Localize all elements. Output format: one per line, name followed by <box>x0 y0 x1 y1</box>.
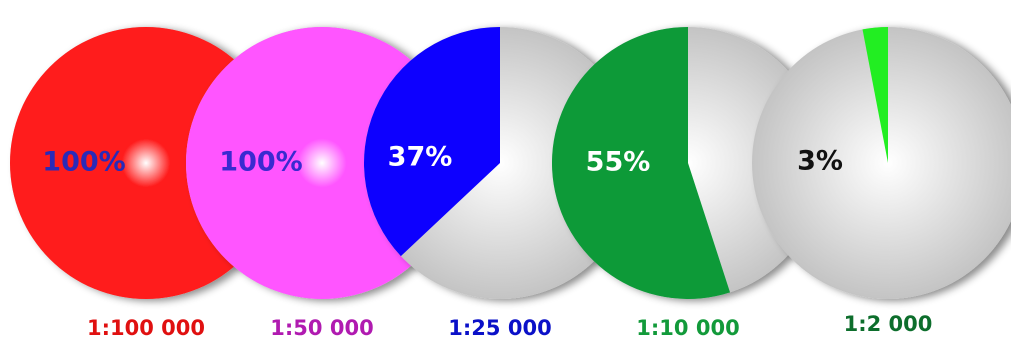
percent-label: 55% <box>586 147 651 178</box>
percent-label: 100% <box>219 147 302 178</box>
scale-label: 1:25 000 <box>448 316 552 340</box>
pie-5 <box>752 27 1011 299</box>
scale-label: 1:50 000 <box>270 316 374 340</box>
scale-label: 1:100 000 <box>87 316 205 340</box>
pie-slice <box>552 27 731 299</box>
percent-label: 37% <box>388 142 453 173</box>
pie-4 <box>552 27 824 299</box>
percent-label: 3% <box>797 146 843 177</box>
pie-slice <box>363 27 500 257</box>
pie-slice <box>862 27 888 163</box>
percent-label: 100% <box>42 147 125 178</box>
scale-label: 1:2 000 <box>843 312 933 336</box>
pie-3 <box>363 27 636 299</box>
pie-background <box>752 27 1011 299</box>
scale-label: 1:10 000 <box>636 316 740 340</box>
